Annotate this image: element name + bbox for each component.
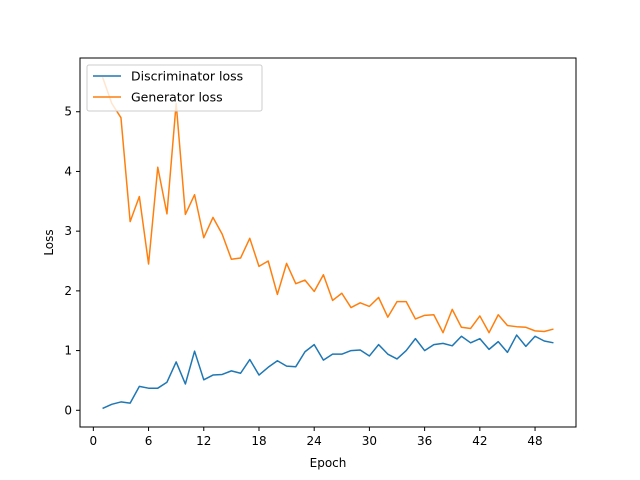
- x-axis: 0 6 12 18 24 30 36 42 48: [90, 427, 543, 448]
- legend: Discriminator loss Generator loss: [86, 64, 263, 112]
- legend-label-discriminator: Discriminator loss: [131, 69, 243, 84]
- x-tick-label: 48: [527, 434, 542, 448]
- legend-label-generator: Generator loss: [131, 90, 223, 105]
- x-tick-label: 42: [472, 434, 487, 448]
- x-axis-label: Epoch: [310, 456, 347, 470]
- y-tick-label: 1: [64, 344, 72, 358]
- x-tick-label: 12: [196, 434, 211, 448]
- legend-box: [86, 64, 263, 112]
- y-tick-label: 3: [64, 224, 72, 238]
- series-line-0: [102, 334, 554, 410]
- series-line-1: [101, 76, 554, 334]
- x-tick-label: 0: [90, 434, 98, 448]
- y-axis-label: Loss: [42, 229, 56, 255]
- x-tick-label: 36: [417, 434, 432, 448]
- y-tick-label: 0: [64, 403, 72, 417]
- plot-area: [80, 58, 576, 427]
- series-layer: [101, 76, 554, 410]
- y-tick-label: 4: [64, 164, 72, 178]
- x-tick-label: 6: [145, 434, 153, 448]
- x-tick-label: 30: [362, 434, 377, 448]
- y-tick-label: 5: [64, 105, 72, 119]
- y-tick-label: 2: [64, 284, 72, 298]
- x-tick-label: 18: [251, 434, 266, 448]
- y-axis: 0 1 2 3 4 5: [64, 105, 80, 417]
- plot-frame: [79, 57, 577, 428]
- x-tick-label: 24: [307, 434, 322, 448]
